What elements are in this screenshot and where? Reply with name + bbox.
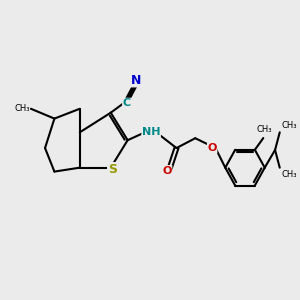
Text: NH: NH — [142, 127, 161, 137]
Text: CH₃: CH₃ — [256, 124, 272, 134]
Text: S: S — [108, 163, 117, 176]
Text: CH₃: CH₃ — [281, 121, 297, 130]
Text: O: O — [208, 143, 217, 153]
Text: CH₃: CH₃ — [14, 104, 29, 113]
Text: N: N — [131, 74, 141, 87]
Text: O: O — [162, 166, 172, 176]
Text: CH₃: CH₃ — [281, 170, 297, 179]
Text: C: C — [123, 98, 131, 108]
